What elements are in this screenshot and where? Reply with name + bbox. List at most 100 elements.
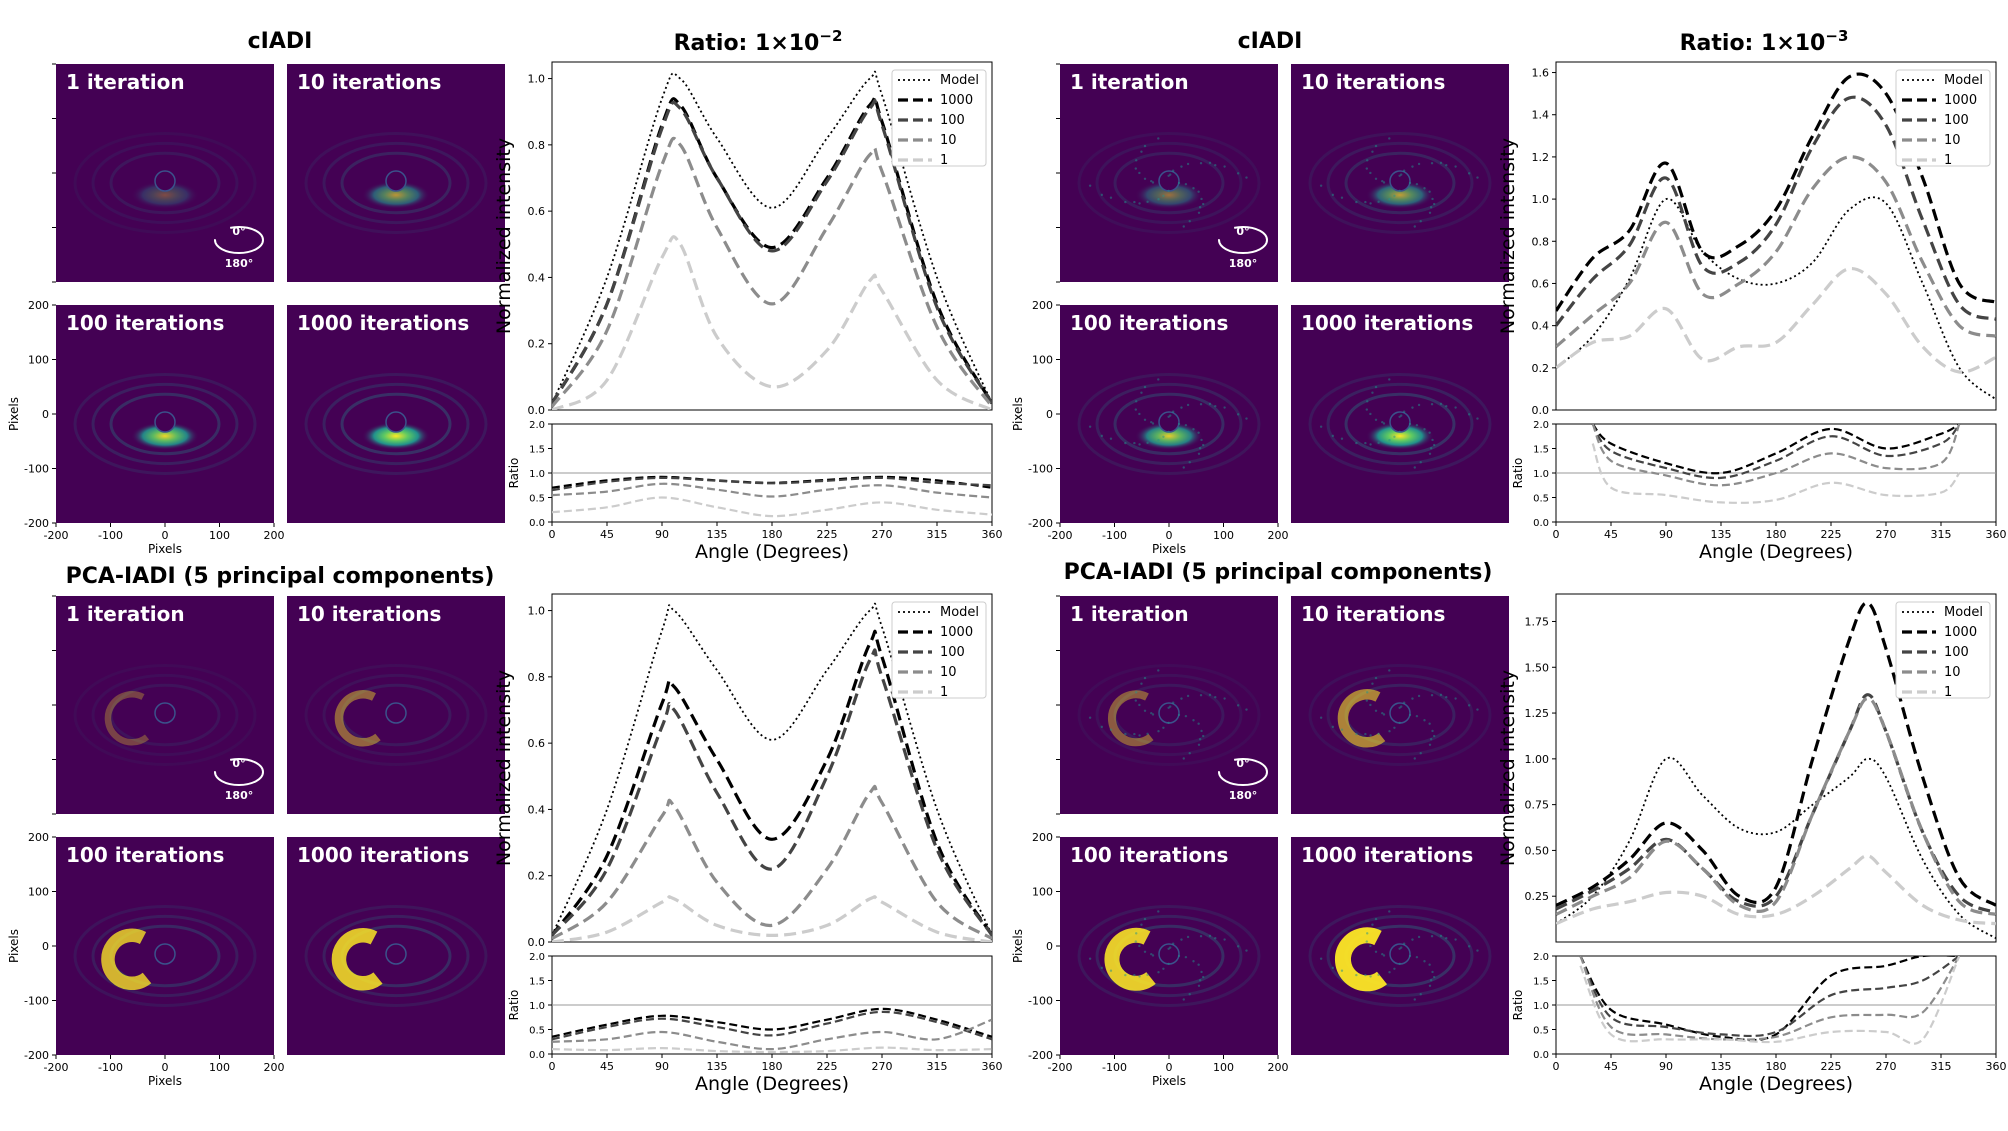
disk-ring [91,382,239,466]
panel-label: 1000 iterations [297,311,469,335]
panel-label: 1 iteration [1070,602,1189,626]
rotation-arrow-icon [1218,226,1268,254]
image-xtick-label: -200 [1048,529,1073,542]
xtick-label: 360 [1986,1060,2007,1073]
disk-ring [1344,151,1456,215]
image-ylabel: Pixels [7,397,21,431]
noise-speckle [1184,423,1188,427]
image-ytick-label: -200 [24,1049,49,1062]
xtick-label: 90 [655,528,669,541]
legend-box [1895,601,1991,699]
xtick-label: 135 [707,1060,728,1073]
noise-speckle [1100,725,1104,729]
ytick-label: 1.0 [528,73,546,86]
noise-speckle [1109,969,1113,972]
noise-speckle [1186,694,1190,698]
orientation-label-180: 180° [1229,789,1257,802]
noise-speckle [1467,704,1471,707]
image-xtick-label: 100 [1213,529,1234,542]
image-ytick-label: -100 [1028,995,1053,1008]
noise-speckle [1431,970,1434,974]
noise-speckle [1138,944,1141,948]
noise-speckle [1331,966,1335,970]
ratio-ytick-label: 2.0 [1533,952,1549,963]
series-line-100 [552,99,992,405]
noise-speckle [1369,975,1372,978]
xtick-label: 90 [655,1060,669,1073]
noise-speckle [1319,957,1323,960]
ytick-label: 1.00 [1525,753,1550,766]
noise-speckle [1157,910,1160,913]
xtick-label: 45 [600,528,614,541]
noise-speckle [1157,137,1160,140]
noise-speckle [1365,167,1369,170]
noise-speckle [1167,947,1170,951]
ratio-line-1000 [552,1007,992,1038]
noise-speckle [1135,400,1138,403]
noise-speckle [1201,734,1205,738]
noise-speckle [1388,378,1391,381]
ratio-line-10 [1591,424,1961,487]
noise-speckle [1192,719,1195,722]
central-mask [154,170,176,192]
image-xtick-label: 200 [1268,1061,1289,1074]
noise-speckle [1208,402,1212,406]
disk-ring [304,664,488,766]
noise-speckle [1388,971,1391,974]
noise-speckle [1100,434,1104,438]
profile-charts: 0.0 0.2 0.4 0.6 0.8 1.0 Normalized intensity Mo… [493,61,2007,1095]
noise-speckle [1135,691,1138,694]
orientation-label-0: 0° [232,757,245,770]
noise-speckle [1223,938,1226,941]
central-mask [1158,411,1180,433]
noise-speckle [1429,979,1433,982]
disk-ring [1095,141,1243,225]
central-mask [1158,170,1180,192]
disk-ring [1077,664,1261,766]
disk-crescent [1366,422,1434,450]
disk-arc [104,691,150,746]
disk-ring [304,373,488,475]
noise-speckle [1197,963,1200,966]
noise-speckle [1236,413,1240,416]
noise-speckle [1143,917,1147,921]
noise-speckle [1182,757,1185,760]
image-panel: 1000 iterations [1291,837,1509,1055]
noise-speckle [1157,669,1160,672]
noise-speckle [1157,971,1160,974]
profile-chart: 0.0 0.2 0.4 0.6 0.8 1.0 1.2 1.4 1.6 Normalized in… [1497,61,2007,563]
image-ytick-label: 200 [1032,831,1053,844]
noise-speckle [1445,936,1448,940]
noise-speckle [1199,161,1203,165]
image-xtick-label: 0 [1166,1061,1173,1074]
ratio-ytick-label: 2.0 [529,952,545,963]
noise-speckle [1445,695,1448,699]
noise-speckle [1432,734,1436,738]
noise-speckle [1415,423,1419,427]
noise-speckle [1432,202,1436,206]
noise-speckle [1431,729,1434,733]
noise-speckle [1411,165,1414,168]
noise-speckle [1143,709,1147,712]
disk-ring [1326,914,1474,998]
disk-ring [91,141,239,225]
panel-label: 100 iterations [66,843,224,867]
noise-speckle [1199,693,1203,697]
noise-speckle [1439,402,1443,406]
xtick-label: 180 [762,528,783,541]
ylabel: Normalized intensity [1497,138,1519,334]
noise-speckle [1146,732,1149,736]
disk-ring [73,905,257,1007]
image-ytick-label: 100 [1032,886,1053,899]
image-ytick-label: -200 [24,517,49,530]
noise-speckle [1374,144,1378,148]
noise-speckle [1146,441,1149,445]
noise-speckle [1200,197,1203,201]
noise-speckle [1340,728,1344,731]
noise-speckle [1428,431,1431,434]
series-line-10 [552,136,992,408]
noise-speckle [1214,695,1217,699]
xtick-label: 225 [1821,1060,1842,1073]
noise-speckle [1408,713,1412,717]
noise-speckle [1331,725,1335,729]
